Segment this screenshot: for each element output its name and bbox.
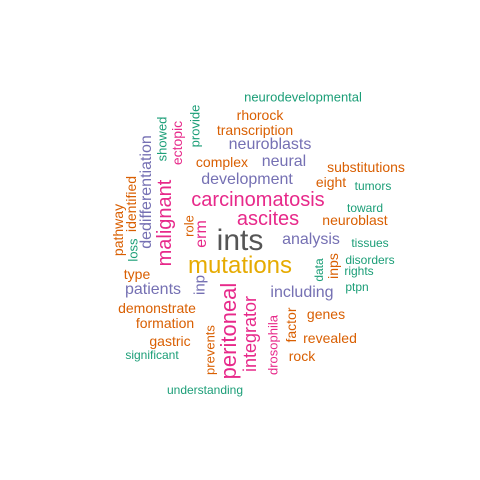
word-substitutions: substitutions xyxy=(327,159,405,175)
word-demonstrate: demonstrate xyxy=(118,300,196,316)
word-significant: significant xyxy=(125,348,179,362)
word-identified: identified xyxy=(123,175,139,233)
word-formation: formation xyxy=(135,315,195,331)
word-disorders: disorders xyxy=(345,253,395,267)
word-ints: ints xyxy=(216,224,264,257)
word-integrator: integrator xyxy=(240,295,260,373)
word-tissues: tissues xyxy=(351,236,389,250)
word-mutations: mutations xyxy=(187,252,293,279)
word-gastric: gastric xyxy=(149,333,191,349)
word-neuroblast: neuroblast xyxy=(322,212,388,228)
word-rock: rock xyxy=(288,348,316,364)
word-transcription: transcription xyxy=(216,122,294,138)
word-eight: eight xyxy=(315,174,347,190)
word-including: including xyxy=(270,284,334,301)
word-patients: patients xyxy=(124,281,182,298)
word-rights: rights xyxy=(344,264,374,278)
word-factor: factor xyxy=(283,307,299,343)
word-role: role xyxy=(181,215,197,237)
word-neuroblasts: neuroblasts xyxy=(228,136,312,153)
word-toward: toward xyxy=(346,201,384,215)
word-understanding: understanding xyxy=(166,383,244,397)
word-complex: complex xyxy=(195,154,249,170)
word-ascites: ascites xyxy=(236,208,300,230)
word-malignant: malignant xyxy=(154,179,176,267)
word-rhorock: rhorock xyxy=(236,107,284,123)
word-ectopic: ectopic xyxy=(169,120,185,166)
word-neurodevelopmental: neurodevelopmental xyxy=(244,89,362,105)
word-data: data xyxy=(312,258,326,282)
word-prevents: prevents xyxy=(202,325,218,375)
word-analysis: analysis xyxy=(282,231,340,248)
word-type: type xyxy=(123,266,151,282)
word-provide: provide xyxy=(187,104,203,148)
word-revealed: revealed xyxy=(303,330,357,346)
word-ptpn: ptpn xyxy=(345,280,369,294)
word-genes: genes xyxy=(306,306,346,322)
word-tumors: tumors xyxy=(354,179,392,193)
word-carcinomatosis: carcinomatosis xyxy=(191,189,325,211)
word-neural: neural xyxy=(261,153,307,170)
word-loss: loss xyxy=(125,238,141,262)
word-inp: inp xyxy=(191,274,209,296)
word-development: development xyxy=(201,171,293,188)
word-dedifferentiation: dedifferentiation xyxy=(138,135,155,249)
word-peritoneal: peritoneal xyxy=(216,282,241,380)
word-inps: inps xyxy=(325,253,341,279)
word-showed: showed xyxy=(154,116,170,162)
word-drosophila: drosophila xyxy=(265,315,281,375)
